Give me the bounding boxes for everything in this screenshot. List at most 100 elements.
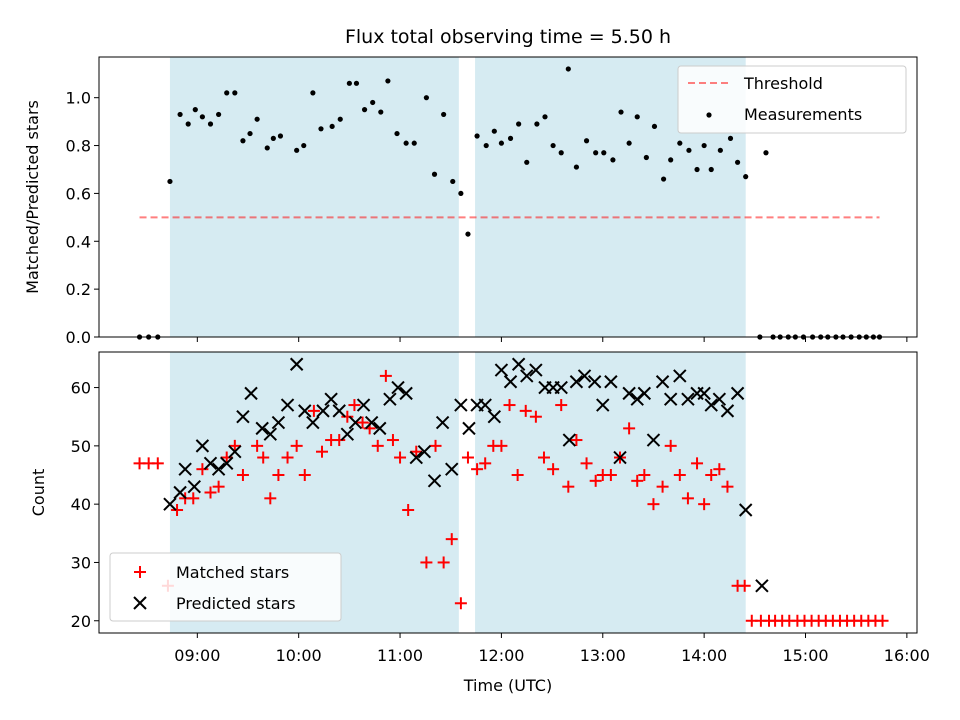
matched-star-point xyxy=(429,439,442,452)
measurement-point xyxy=(550,142,556,149)
matched-star-point xyxy=(257,451,270,464)
measurement-point xyxy=(247,130,253,137)
measurement-point xyxy=(491,128,497,134)
measurement-point xyxy=(734,159,741,165)
matched-star-point xyxy=(196,463,209,476)
measurement-point xyxy=(301,142,307,149)
top-y-axis-label: Matched/Predicted stars xyxy=(23,100,42,294)
measurement-point xyxy=(593,150,599,156)
measurement-point xyxy=(450,178,456,185)
top-axes-frame xyxy=(98,56,918,338)
measurement-point xyxy=(199,114,205,120)
bottom-x-tick-label: 10:00 xyxy=(276,646,322,665)
top-y-ticks: 0.0 0.2 0.4 0.6 0.8 1.0 xyxy=(66,89,99,347)
predicted-star-point xyxy=(596,398,610,412)
predicted-star-point xyxy=(340,427,355,441)
top-legend: Threshold Measurements xyxy=(677,65,907,134)
predicted-star-point xyxy=(316,404,330,418)
predicted-star-point xyxy=(562,433,577,447)
matched-star-point xyxy=(333,434,346,447)
measurement-point xyxy=(626,140,632,146)
predicted-legend-label: Predicted stars xyxy=(176,594,296,613)
matched-star-point xyxy=(272,469,285,482)
predicted-star-point xyxy=(494,363,509,377)
predicted-star-point xyxy=(211,462,226,476)
measurement-point xyxy=(337,116,343,122)
chart-title: Flux total observing time = 5.50 h xyxy=(345,26,671,48)
predicted-star-point xyxy=(646,433,661,447)
matched-star-point xyxy=(151,457,164,470)
measurement-point xyxy=(634,114,640,120)
matched-star-point xyxy=(445,533,458,546)
matched-star-point xyxy=(547,463,560,476)
bottom-y-ticks: 20 30 40 50 60 xyxy=(71,379,99,631)
measurement-point xyxy=(394,130,400,137)
matched-star-point xyxy=(604,469,617,482)
matched-star-point xyxy=(479,457,492,470)
measurement-point xyxy=(346,80,352,86)
threshold-legend-label: Threshold xyxy=(743,74,823,93)
measurement-point xyxy=(474,133,480,139)
predicted-star-point xyxy=(383,392,397,406)
predicted-star-point xyxy=(622,386,636,401)
bottom-x-ticks: 09:00 10:00 11:00 12:00 13:00 14:00 15:00 16:00 xyxy=(174,633,930,665)
predicted-star-point xyxy=(704,398,718,412)
measurement-point xyxy=(565,66,571,72)
matched-star-point xyxy=(437,556,450,569)
matched-star-point xyxy=(529,410,542,423)
matched-star-point xyxy=(420,556,433,569)
measurement-point xyxy=(727,135,734,141)
bottom-x-tick-label: 13:00 xyxy=(580,646,626,665)
predicted-star-point xyxy=(373,421,387,436)
predicted-star-point xyxy=(236,410,250,424)
matched-star-point xyxy=(562,480,575,493)
matched-star-point xyxy=(315,445,328,458)
predicted-star-point xyxy=(511,357,526,371)
predicted-star-point xyxy=(681,392,695,406)
measurement-point xyxy=(701,142,707,149)
bottom-x-tick-label: 14:00 xyxy=(681,646,727,665)
bottom-y-tick-label: 50 xyxy=(71,437,91,456)
matched-star-point xyxy=(673,469,686,482)
predicted-star-point xyxy=(738,503,753,517)
matched-star-point xyxy=(503,399,516,412)
measurement-point xyxy=(441,111,447,118)
measurement-point xyxy=(216,111,222,118)
measurement-point xyxy=(254,116,260,122)
measurement-point xyxy=(329,123,335,130)
bottom-shaded-interval-1 xyxy=(475,352,746,633)
matched-star-point xyxy=(290,439,303,452)
predicted-star-point xyxy=(195,439,210,453)
measurement-point xyxy=(686,147,692,153)
matched-star-point xyxy=(589,474,602,487)
measurement-point xyxy=(601,150,607,156)
predicted-star-point xyxy=(720,404,735,418)
predicted-star-point xyxy=(569,375,584,389)
predicted-star-point xyxy=(755,579,769,593)
measurement-point xyxy=(353,80,360,86)
measurement-point xyxy=(411,140,417,146)
matched-star-point xyxy=(691,457,704,470)
measurement-point xyxy=(618,109,624,115)
measurement-point xyxy=(224,90,230,96)
predicted-star-point xyxy=(280,398,295,412)
matched-star-point xyxy=(461,451,474,464)
predicted-star-point xyxy=(324,392,338,406)
measurement-point xyxy=(498,140,505,146)
matched-star-point xyxy=(371,439,384,452)
predicted-star-point xyxy=(673,369,687,383)
matched-star-point xyxy=(519,404,532,417)
bottom-x-tick-label: 16:00 xyxy=(884,646,930,665)
top-x-ticks xyxy=(196,337,908,342)
matched-star-point xyxy=(580,457,593,470)
measurement-point xyxy=(483,142,489,149)
matched-star-point xyxy=(251,439,264,452)
matched-star-point xyxy=(171,503,184,516)
matched-star-point xyxy=(511,469,524,482)
predicted-star-point xyxy=(613,450,627,465)
measurement-point xyxy=(610,157,616,163)
bottom-x-tick-label: 09:00 xyxy=(174,646,220,665)
matched-star-point xyxy=(281,451,294,464)
bottom-y-tick-label: 40 xyxy=(71,495,91,514)
